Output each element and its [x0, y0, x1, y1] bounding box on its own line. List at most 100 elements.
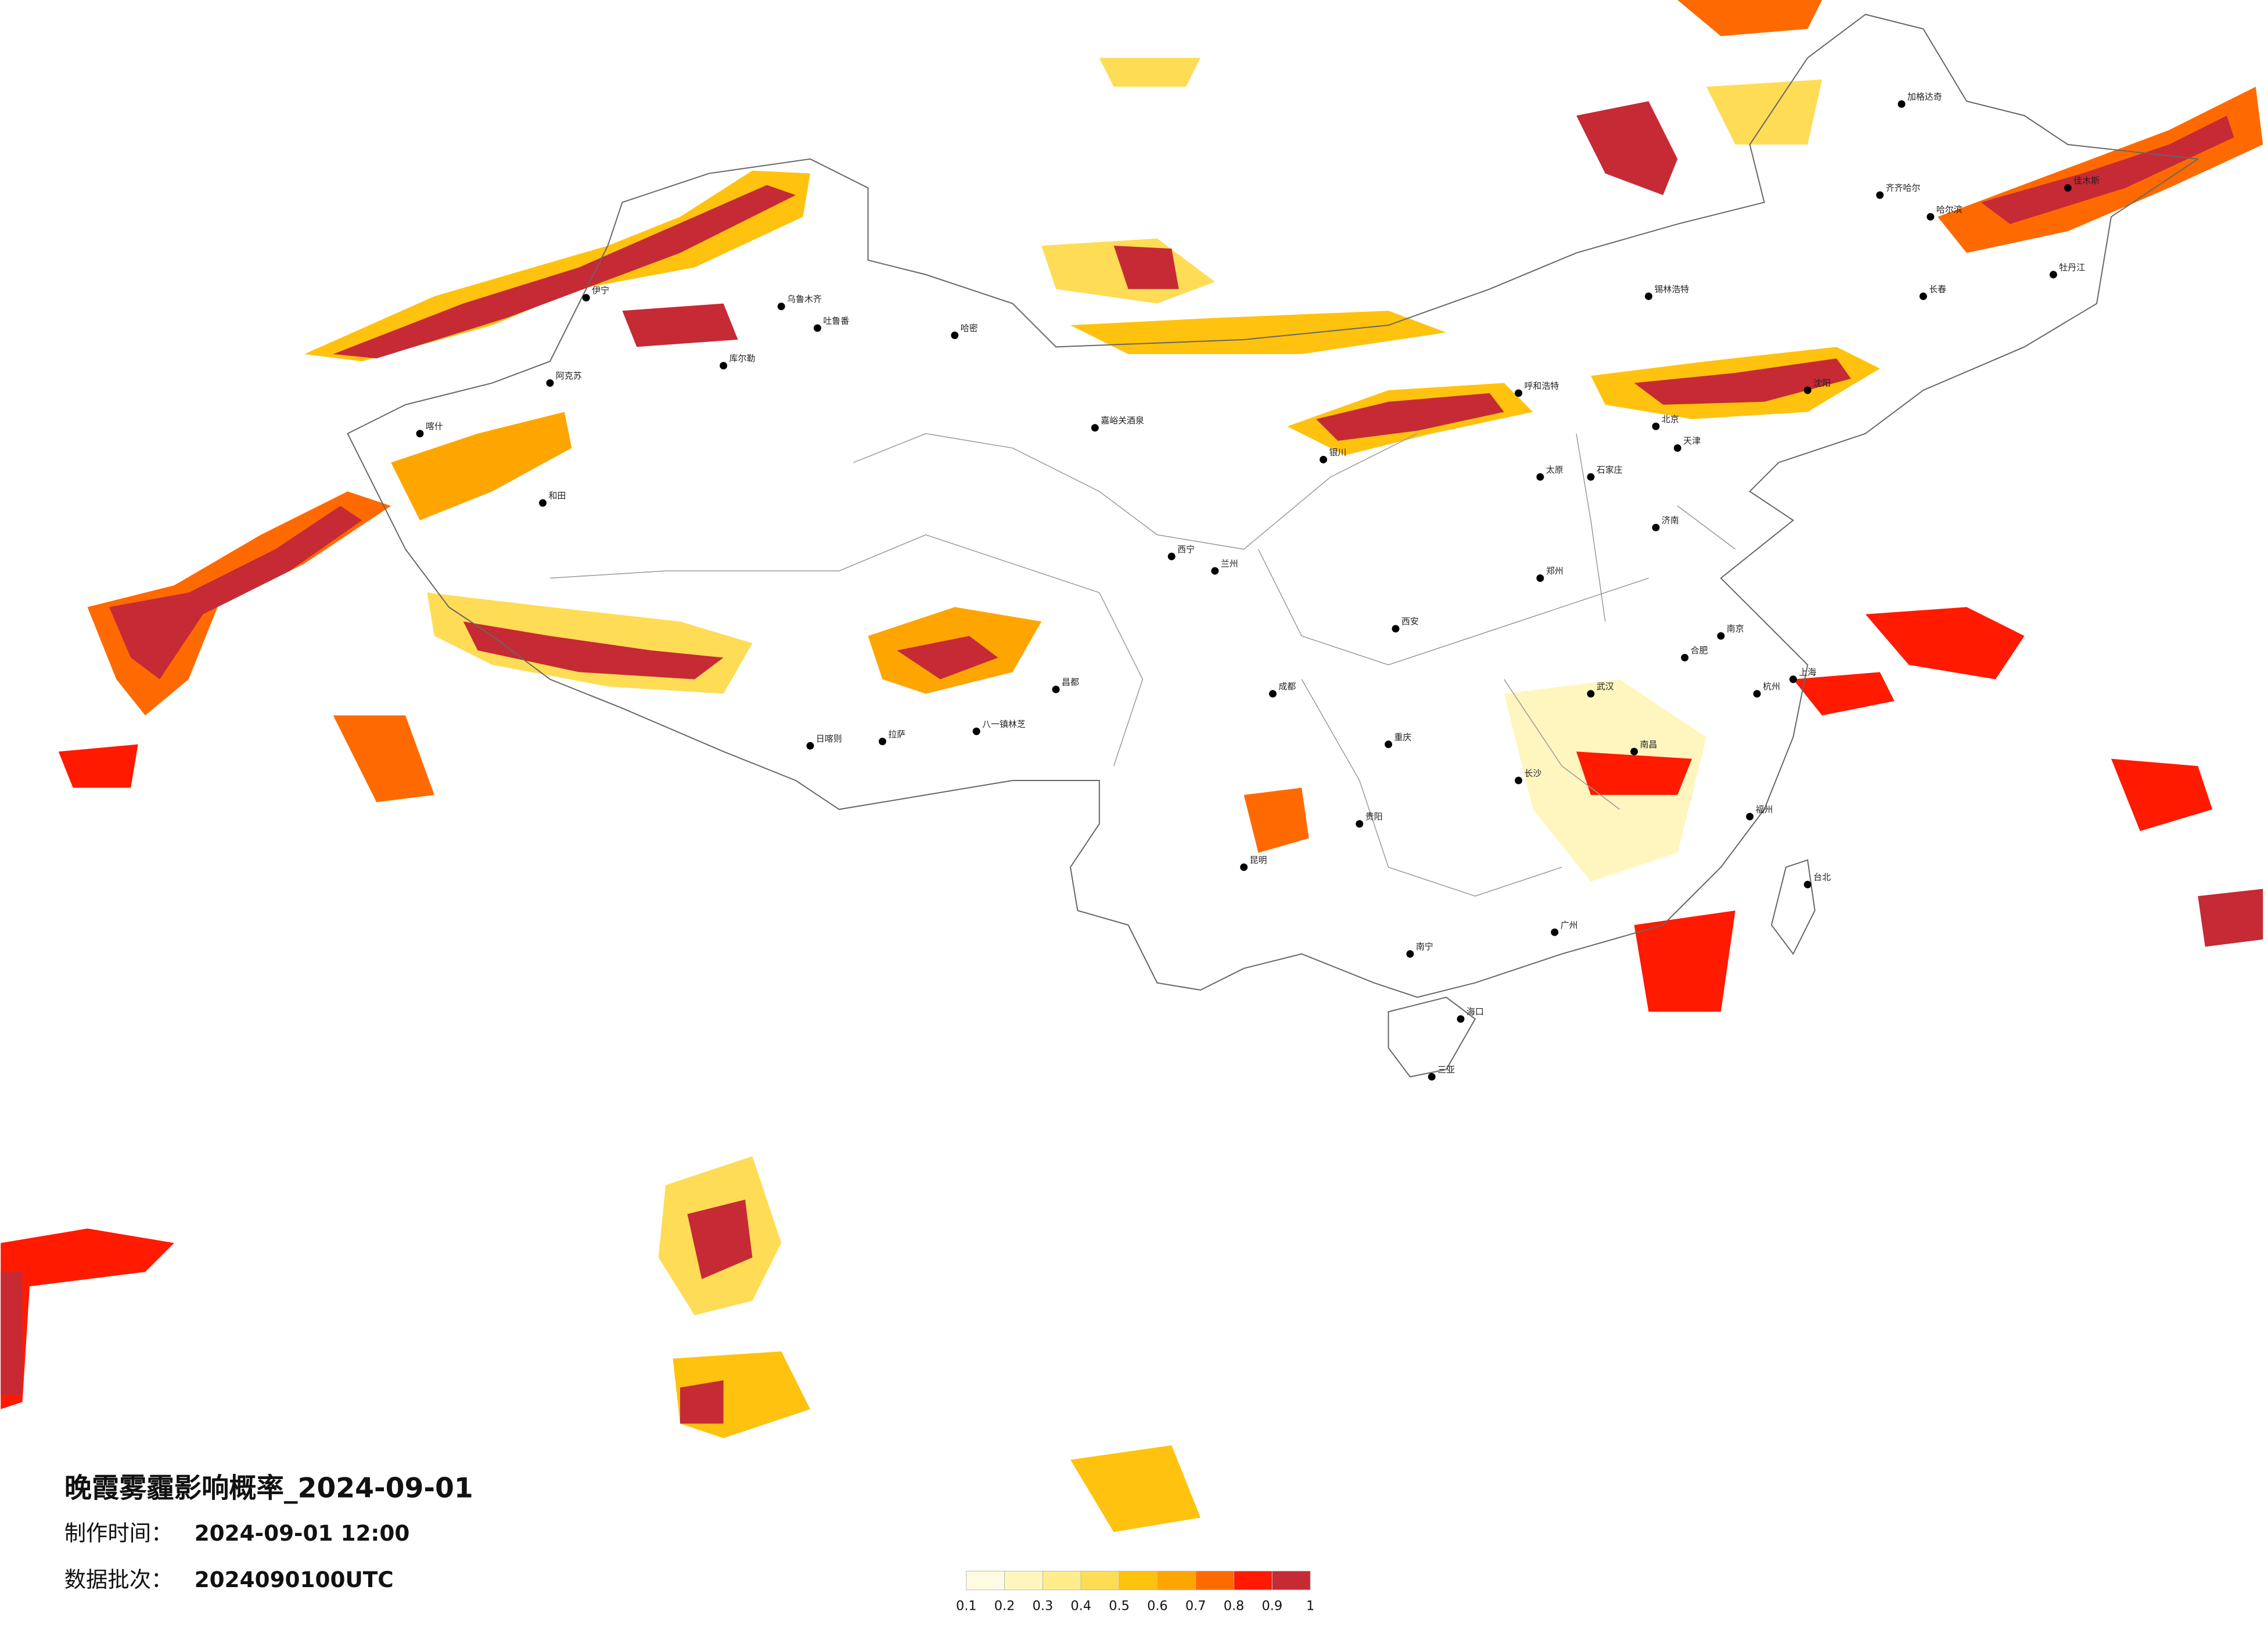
city-label: 库尔勒	[729, 353, 756, 364]
city-dot	[1652, 523, 1660, 531]
city-dot	[813, 324, 821, 332]
city-label: 海口	[1467, 1006, 1484, 1017]
city-dot	[1385, 740, 1393, 749]
colorbar-tick-label: 0.5	[1109, 1599, 1130, 1614]
city-label: 广州	[1561, 920, 1578, 930]
haze-area	[622, 303, 738, 347]
haze-area	[2198, 888, 2263, 947]
city-label: 阿克苏	[556, 370, 582, 381]
city-label: 杭州	[1763, 681, 1780, 692]
haze-area	[897, 636, 998, 679]
city-dot	[2049, 271, 2057, 279]
batch: 2024090100UTC	[195, 1567, 394, 1592]
city-dot	[972, 727, 980, 735]
city-dot	[1919, 292, 1927, 300]
city-label: 南昌	[1640, 739, 1658, 750]
map-title: 晚霞雾霾影响概率_2024-09-01	[64, 1472, 473, 1504]
city-label: 长春	[1929, 284, 1946, 294]
city-label: 合肥	[1691, 645, 1708, 656]
city-label: 伊宁	[592, 285, 609, 296]
haze-area	[391, 412, 572, 520]
city-label: 南宁	[1416, 941, 1433, 952]
haze-area	[333, 715, 434, 803]
haze-area	[1, 1228, 174, 1409]
city-dot	[1789, 675, 1797, 684]
city-label: 佳木斯	[2073, 175, 2100, 186]
city-label: 三亚	[1437, 1064, 1455, 1075]
city-label: 拉萨	[888, 729, 905, 739]
city-label: 长沙	[1525, 768, 1542, 779]
city-dot	[1167, 552, 1176, 560]
city-dot	[1536, 574, 1544, 582]
city-dot	[416, 430, 424, 438]
city-label: 乌鲁木齐	[787, 294, 822, 304]
city-label: 和田	[549, 491, 566, 501]
haze-area	[687, 1199, 753, 1279]
city-label: 上海	[1799, 667, 1816, 677]
city-dot	[1717, 632, 1725, 640]
haze-area	[1793, 672, 1895, 715]
city-label: 福州	[1756, 804, 1773, 815]
city-label: 西宁	[1177, 544, 1195, 555]
city-label: 南京	[1727, 624, 1744, 634]
city-dot	[1320, 455, 1328, 463]
city-dot	[1428, 1073, 1436, 1081]
city-dot	[546, 379, 554, 387]
city-label: 太原	[1546, 465, 1563, 475]
colorbar-tick-label: 1	[1306, 1599, 1314, 1614]
colorbar-box	[1271, 1570, 1311, 1591]
city-dot	[1536, 473, 1544, 481]
city-dot	[1211, 567, 1219, 575]
haze-area	[1634, 358, 1851, 405]
city-label: 锡林浩特	[1655, 284, 1690, 294]
colorbar-box	[1195, 1570, 1235, 1591]
colorbar-tick-label: 0.2	[994, 1599, 1015, 1614]
city-label: 北京	[1662, 414, 1679, 425]
city-label: 石家庄	[1597, 465, 1623, 475]
colorbar-box	[1234, 1570, 1273, 1591]
colorbar-box	[1080, 1570, 1120, 1591]
city-dot	[1587, 473, 1595, 481]
production-time: 2024-09-01 12:00	[195, 1520, 410, 1546]
city-label: 济南	[1662, 515, 1679, 526]
colorbar-tick-label: 0.3	[1033, 1599, 1054, 1614]
city-dot	[1406, 950, 1414, 958]
city-dot	[1392, 625, 1400, 633]
city-label: 牡丹江	[2059, 262, 2085, 272]
island-border	[1771, 859, 1816, 955]
haze-area	[333, 185, 796, 359]
haze-area	[680, 1380, 724, 1424]
city-dot	[1052, 685, 1060, 693]
city-dot	[539, 499, 547, 507]
city-label: 郑州	[1546, 566, 1563, 576]
city-dot	[1652, 422, 1660, 430]
city-dot	[806, 742, 814, 750]
city-dot	[1803, 386, 1811, 394]
colorbar-box	[1157, 1570, 1196, 1591]
city-dot	[1587, 690, 1595, 698]
city-label: 哈密	[961, 323, 978, 333]
haze-area	[1576, 751, 1692, 795]
haze-area	[109, 506, 362, 679]
city-dot	[1897, 100, 1906, 108]
city-label: 兰州	[1221, 559, 1238, 569]
city-label: 台北	[1813, 872, 1831, 883]
haze-area	[1070, 311, 1447, 354]
haze-area	[1576, 101, 1678, 195]
colorbar-box	[966, 1570, 1005, 1591]
city-dot	[1091, 424, 1099, 432]
city-dot	[1926, 213, 1935, 221]
city-dot	[878, 738, 886, 746]
colorbar-tick-label: 0.9	[1262, 1599, 1283, 1614]
city-dot	[1630, 747, 1638, 756]
province-border	[549, 433, 1736, 897]
colorbar-tick-label: 0.4	[1070, 1599, 1091, 1614]
haze-area	[304, 170, 810, 362]
city-label: 日喀则	[816, 733, 842, 744]
city-dot	[720, 362, 728, 370]
city-label: 呼和浩特	[1525, 381, 1559, 391]
haze-area	[463, 621, 724, 679]
city-label: 加格达奇	[1907, 92, 1942, 102]
city-label: 天津	[1683, 436, 1701, 446]
